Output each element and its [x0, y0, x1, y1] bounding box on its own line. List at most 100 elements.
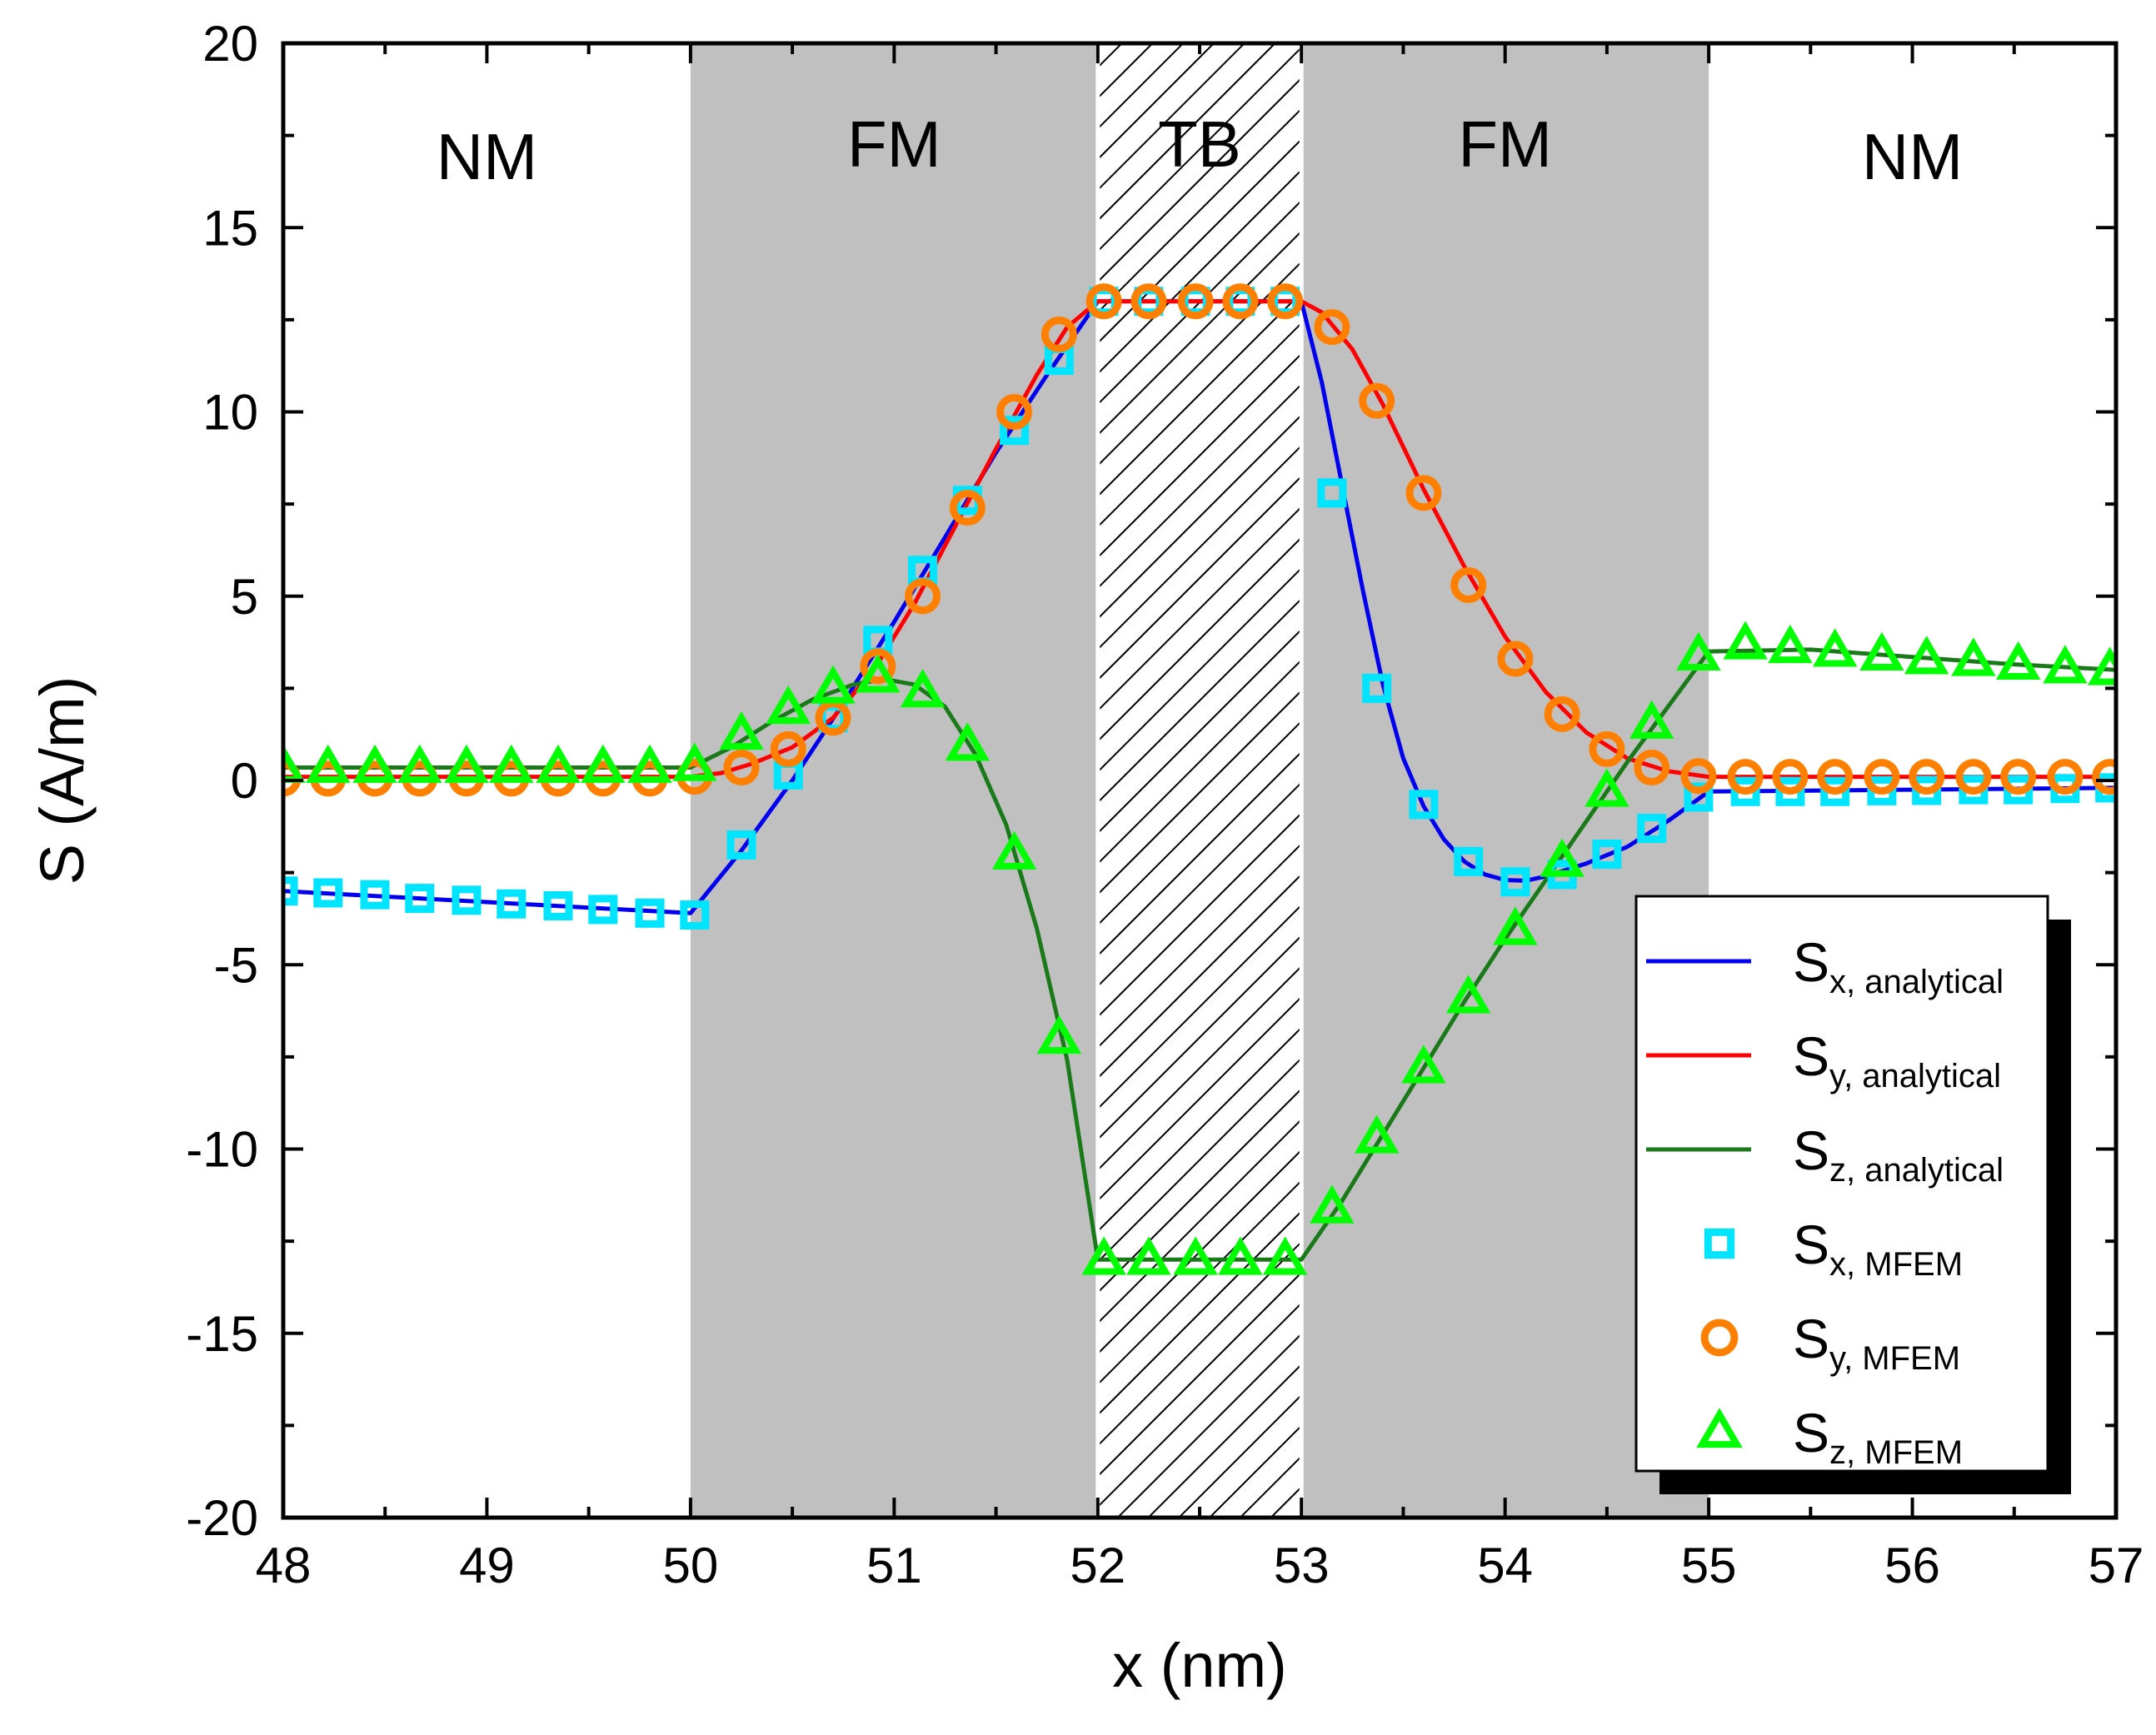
- data-point-circle-39: [2047, 759, 2084, 795]
- data-point-square-3: [405, 884, 435, 914]
- y-tick-label: -20: [186, 1490, 258, 1546]
- x-tick-label: 49: [459, 1538, 515, 1593]
- data-point-triangle-20: [1173, 1236, 1218, 1275]
- data-point-circle-29: [1589, 730, 1625, 767]
- data-point-square-8: [635, 898, 665, 928]
- data-point-circle-38: [2000, 759, 2037, 795]
- data-point-square-4: [452, 885, 482, 915]
- y-tick-label: 5: [231, 569, 258, 625]
- data-point-triangle-22: [1262, 1236, 1308, 1275]
- data-point-circle-22: [1267, 283, 1304, 320]
- legend-label: Sy, MFEM: [1793, 1308, 1960, 1377]
- data-point-triangle-39: [2043, 645, 2088, 684]
- legend-item: Sz, analytical: [1646, 1119, 2004, 1189]
- data-point-circle-25: [1405, 475, 1442, 511]
- data-point-triangle-3: [397, 744, 442, 783]
- data-point-triangle-7: [581, 744, 626, 783]
- x-tick-label: 57: [2089, 1538, 2144, 1593]
- data-point-triangle-14: [900, 669, 946, 708]
- data-point-triangle-34: [1812, 628, 1858, 667]
- data-point-triangle-30: [1629, 700, 1674, 739]
- data-point-square-10: [726, 830, 756, 860]
- data-point-square-9: [680, 900, 710, 930]
- data-point-square-1: [313, 878, 343, 908]
- data-point-circle-15: [949, 490, 986, 526]
- data-point-triangle-19: [1126, 1236, 1171, 1275]
- data-point-circle-30: [1634, 750, 1670, 786]
- data-point-circle-20: [1177, 283, 1214, 320]
- data-point-triangle-36: [1904, 636, 1949, 675]
- data-point-triangle-13: [856, 654, 901, 693]
- data-point-square-5: [497, 889, 527, 919]
- data-point-circle-35: [1864, 759, 1900, 795]
- legend-item: Sx, MFEM: [1704, 1214, 1963, 1283]
- y-tick-label: 0: [231, 753, 258, 809]
- data-point-circle-36: [1909, 759, 1945, 795]
- x-tick-label: 51: [866, 1538, 922, 1593]
- y-tick-label: 20: [202, 16, 258, 72]
- data-point-triangle-29: [1585, 768, 1629, 807]
- data-point-square-2: [360, 880, 390, 910]
- x-tick-label: 52: [1070, 1538, 1125, 1593]
- data-point-square-27: [1500, 867, 1530, 897]
- series-layer: [283, 283, 2116, 1275]
- data-point-square-6: [543, 890, 573, 920]
- data-point-circle-32: [1727, 759, 1764, 795]
- x-tick-label: 53: [1274, 1538, 1330, 1593]
- axis-tick-labels: 48 49 50 51 52 53 54 55 56 57 -20 -15 -10 -5 0 5 10 15 20: [186, 16, 2144, 1593]
- data-point-triangle-1: [306, 744, 351, 783]
- region-backgrounds: [690, 43, 1709, 1518]
- data-point-triangle-17: [1036, 1015, 1082, 1054]
- axis-ticks: [282, 42, 2118, 1519]
- series-markers-z-MFEM: [283, 621, 2116, 1275]
- series-line-z-analytical: [283, 647, 2116, 1262]
- data-point-circle-17: [1041, 317, 1077, 353]
- data-point-triangle-33: [1768, 624, 1813, 664]
- legend-swatch-marker: [1696, 1408, 1743, 1448]
- y-tick-label: 15: [202, 200, 258, 256]
- legend-label: Sz, MFEM: [1793, 1402, 1963, 1471]
- data-point-circle-10: [723, 750, 760, 786]
- y-tick-label: -15: [186, 1306, 258, 1362]
- data-point-circle-27: [1497, 641, 1534, 677]
- data-point-triangle-12: [811, 665, 856, 704]
- legend-item: Sy, MFEM: [1700, 1308, 1960, 1377]
- y-axis-title: S (A/m): [27, 676, 97, 885]
- data-point-triangle-35: [1859, 631, 1904, 671]
- region-fm-1: [690, 43, 1098, 1518]
- data-point-square-29: [1592, 840, 1622, 869]
- region-label-0: NM: [437, 120, 537, 193]
- legend-label: Sx, MFEM: [1793, 1214, 1963, 1283]
- data-point-circle-18: [1085, 283, 1122, 320]
- data-point-square-0: [283, 876, 298, 906]
- legend-item: Sy, analytical: [1646, 1025, 2001, 1094]
- data-point-triangle-6: [536, 744, 581, 783]
- y-tick-label: -5: [214, 937, 258, 993]
- data-point-square-26: [1454, 846, 1484, 876]
- data-point-circle-31: [1680, 758, 1717, 795]
- legend-box: [1634, 895, 2049, 1473]
- x-tick-label: 54: [1477, 1538, 1533, 1593]
- data-point-circle-16: [996, 394, 1033, 430]
- data-point-triangle-8: [627, 744, 672, 783]
- data-point-triangle-40: [2087, 646, 2116, 686]
- data-point-triangle-5: [489, 744, 534, 783]
- data-point-circle-33: [1772, 759, 1809, 795]
- data-point-triangle-11: [766, 685, 811, 725]
- legend-item: Sx, analytical: [1646, 931, 2004, 1000]
- y-tick-label: 10: [202, 385, 258, 441]
- data-point-square-16: [1000, 416, 1030, 446]
- x-axis-title: x (nm): [1112, 1631, 1287, 1700]
- legend-label: Sy, analytical: [1793, 1025, 2001, 1094]
- data-point-circle-37: [1955, 759, 1992, 795]
- region-label-2: TB: [1158, 107, 1241, 181]
- data-point-square-30: [1637, 814, 1667, 844]
- data-point-triangle-25: [1401, 1044, 1446, 1084]
- data-point-square-23: [1317, 478, 1347, 508]
- region-tb-hatch: [1097, 43, 1302, 1518]
- data-point-triangle-37: [1951, 637, 1996, 676]
- legend-swatch-marker: [1700, 1319, 1739, 1357]
- legend-swatch-marker: [1704, 1228, 1735, 1259]
- data-point-triangle-27: [1493, 906, 1538, 945]
